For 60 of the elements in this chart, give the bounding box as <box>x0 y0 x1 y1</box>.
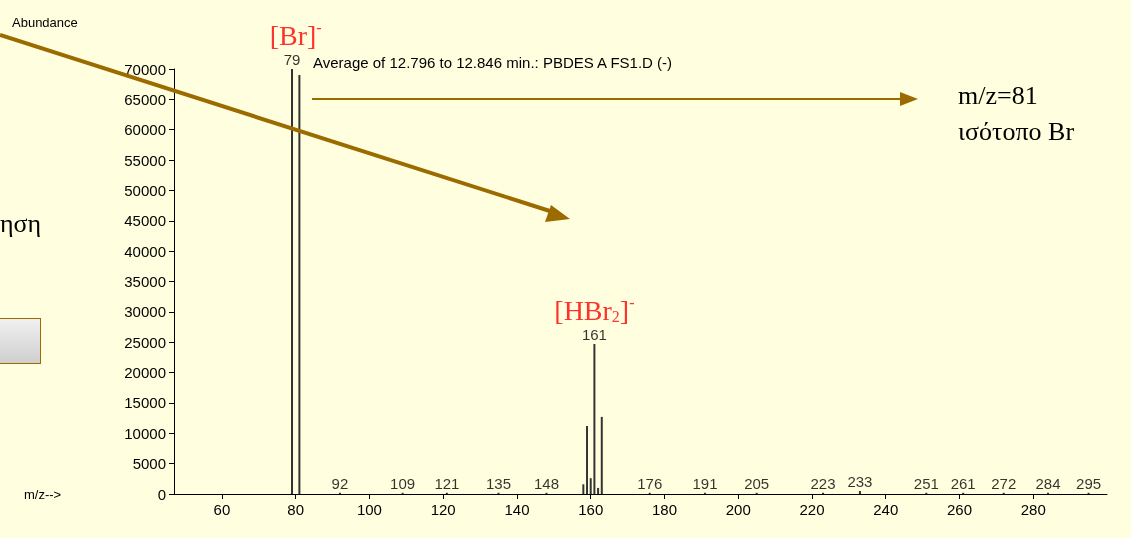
annotation: 92 <box>331 474 349 492</box>
annotation: 191 <box>692 474 718 492</box>
annotation: 233 <box>847 472 873 490</box>
y-tick-label: 5000 <box>132 455 166 473</box>
x-tick-label: 160 <box>578 501 604 518</box>
annotation: 79 <box>283 51 301 68</box>
x-tick-label: 80 <box>287 501 305 518</box>
x-tick-label: 200 <box>725 501 751 518</box>
annotation: 161 <box>581 326 607 344</box>
bar <box>291 69 294 494</box>
y-tick-label: 30000 <box>124 303 166 321</box>
y-tick-label: 60000 <box>124 121 166 139</box>
x-tick-label: 140 <box>504 501 530 518</box>
x-tick-label: 220 <box>799 501 825 518</box>
text: ηση <box>0 208 42 238</box>
annotation: 261 <box>950 474 976 492</box>
y-tick-label: 70000 <box>124 60 166 78</box>
x-tick-label: 280 <box>1020 501 1046 518</box>
y-tick-label: 35000 <box>124 273 166 290</box>
y-tick-label: 40000 <box>124 242 166 260</box>
annotation: [HBr2]- <box>554 293 635 326</box>
chart-title: Average of 12.796 to 12.846 min.: PBDES A FS1.D (-) <box>313 54 673 71</box>
x-tick-label: 120 <box>430 501 456 518</box>
x-tick-label: 60 <box>213 501 231 518</box>
y-tick-label: 10000 <box>124 424 166 442</box>
annotation: 205 <box>744 474 770 492</box>
annotation: [Br]- <box>269 18 322 51</box>
annotation: 121 <box>434 474 460 492</box>
bar <box>593 344 596 494</box>
y-tick-label: 25000 <box>124 333 166 351</box>
bar <box>586 426 589 494</box>
annotation: 272 <box>991 474 1017 492</box>
bar <box>597 487 600 494</box>
y-tick-label: 65000 <box>124 90 166 108</box>
x-axis-title: m/z--> <box>24 486 62 502</box>
annotation: 251 <box>913 474 939 492</box>
y-axis-title: Abundance <box>12 15 78 30</box>
y-tick-label: 0 <box>157 485 166 503</box>
annotation: 223 <box>810 474 836 492</box>
bar <box>600 416 603 494</box>
annotation: 135 <box>486 474 512 492</box>
y-tick-label: 50000 <box>124 181 166 199</box>
y-tick-label: 45000 <box>124 212 166 230</box>
x-tick-label: 240 <box>873 501 899 518</box>
annotation: 109 <box>390 474 416 492</box>
x-tick-label: 260 <box>946 501 973 518</box>
annotation: 148 <box>533 474 559 492</box>
annotation: m/z=81 <box>958 80 1038 110</box>
annotation: ισότοπο Br <box>958 116 1075 146</box>
y-tick-label: 55000 <box>124 151 166 169</box>
bar <box>298 75 301 494</box>
annotation: 176 <box>637 474 663 492</box>
bar <box>582 484 585 494</box>
bar <box>858 490 861 494</box>
x-tick-label: 180 <box>651 501 677 518</box>
y-tick-label: 15000 <box>124 394 166 412</box>
annotation: 284 <box>1035 474 1061 492</box>
y-tick-label: 20000 <box>124 364 166 382</box>
annotation: 295 <box>1076 474 1102 492</box>
x-tick-label: 100 <box>356 501 382 518</box>
